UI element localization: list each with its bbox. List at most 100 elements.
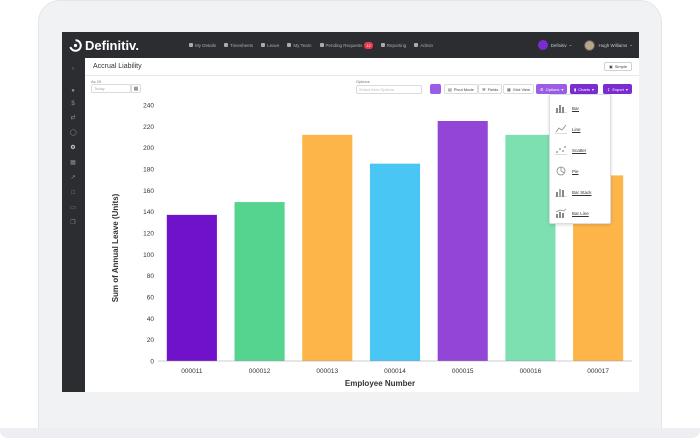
bar-stack-icon: [555, 189, 567, 197]
calendar-icon[interactable]: ▦: [131, 84, 141, 93]
bar-000016[interactable]: [505, 134, 556, 361]
nav-item-reporting[interactable]: Reporting: [380, 42, 407, 48]
x-tick-label: 000011: [181, 368, 203, 375]
user-name: Hugh Williams: [598, 42, 628, 48]
y-tick-label: 120: [143, 231, 154, 238]
grid-label: Grid View: [512, 86, 531, 92]
gear-icon: ⚙: [540, 86, 544, 92]
bar-000012[interactable]: [234, 202, 285, 361]
y-tick-label: 240: [143, 103, 154, 110]
copy-icon[interactable]: ❐: [70, 220, 76, 226]
y-tick-label: 60: [147, 295, 155, 302]
options-button[interactable]: ⚙ Options ▾: [536, 84, 568, 94]
charts-button[interactable]: ▮ Charts ▾: [570, 84, 598, 94]
nav-item-leave[interactable]: Leave: [261, 43, 279, 48]
nav-item-my-team[interactable]: My Team: [287, 42, 312, 48]
grid-icon[interactable]: ▦: [70, 160, 76, 166]
person-icon[interactable]: ●: [71, 88, 75, 94]
simple-view-button[interactable]: ▣ Simple: [603, 62, 632, 71]
chart-option-pie[interactable]: Pie: [555, 164, 579, 178]
tenant-logo: [537, 40, 548, 50]
as-of-label: As Of: [91, 79, 102, 84]
transfer-icon[interactable]: ⇄: [70, 115, 76, 121]
options-select[interactable]: Select Item Options: [356, 85, 422, 94]
fields-button[interactable]: ⚒ Fields: [478, 84, 503, 94]
avatar: [584, 39, 596, 51]
bar-chart-icon: [555, 105, 567, 113]
x-tick-label: 000013: [316, 368, 338, 375]
nav-item-timesheets[interactable]: Timesheets: [224, 43, 253, 48]
tenant-switcher[interactable]: Definitiv ⌄: [537, 40, 573, 50]
chevron-down-icon: ▾: [561, 86, 564, 92]
nav-label: My Team: [293, 42, 312, 48]
tenant-name: Definitiv: [550, 42, 567, 48]
chevron-down-icon: ⌄: [568, 42, 573, 47]
y-tick-label: 200: [143, 145, 154, 152]
top-navigation-bar: Definitiv. My Details Timesheets Leave M…: [62, 32, 639, 58]
x-axis-label: Employee Number: [345, 379, 415, 388]
bar-000015[interactable]: [437, 121, 488, 361]
brand-logo[interactable]: Definitiv.: [69, 37, 139, 53]
nav-label: Reporting: [386, 42, 407, 48]
charts-label: Charts: [578, 86, 590, 92]
x-tick-label: 000014: [384, 368, 406, 375]
y-tick-label: 40: [147, 316, 155, 323]
bar-000011[interactable]: [166, 214, 217, 361]
x-tick-label: 000015: [452, 368, 474, 375]
gear-icon[interactable]: ⚙: [70, 145, 76, 151]
chart-option-bar-line[interactable]: Bar Line: [555, 206, 589, 220]
bar-000014[interactable]: [369, 163, 421, 361]
chevron-down-icon: ⌄: [629, 42, 633, 47]
nav-label: Timesheets: [230, 42, 254, 48]
main-nav: My Details Timesheets Leave My Team Pend…: [189, 32, 441, 58]
nav-item-admin[interactable]: Admin: [414, 43, 433, 48]
y-tick-label: 100: [143, 252, 154, 259]
chart-option-label: Bar: [572, 105, 580, 111]
y-tick-label: 140: [143, 209, 154, 216]
topbar-right: Definitiv ⌄ Hugh Williams ⌄: [537, 32, 633, 58]
options-button-label: Options: [545, 86, 560, 92]
export-label: Export: [612, 86, 624, 92]
expand-chevron-icon[interactable]: ›: [72, 66, 74, 72]
globe-icon[interactable]: ◯: [70, 130, 77, 136]
export-button[interactable]: ↧ Export ▾: [603, 84, 632, 94]
chevron-down-icon: ▾: [591, 86, 594, 92]
simple-label: Simple: [614, 64, 627, 69]
pivot-mode-button[interactable]: ▤ Pivot Mode: [444, 84, 478, 94]
y-tick-label: 0: [150, 359, 154, 366]
monitor-icon: ▣: [608, 64, 613, 69]
grid-view-button[interactable]: ▦ Grid View: [503, 84, 535, 94]
y-axis-label: Sum of Annual Leave (Units): [111, 193, 120, 302]
as-of-input[interactable]: Today: [91, 84, 131, 93]
user-menu[interactable]: Hugh Williams ⌄: [584, 39, 633, 51]
dollar-icon[interactable]: $: [71, 101, 75, 107]
x-tick-label: 000012: [249, 368, 271, 375]
person-icon: [189, 43, 193, 47]
brand-name: Definitiv.: [85, 37, 139, 53]
chart-option-bar-stack[interactable]: Bar Stack: [555, 185, 592, 199]
nav-label: Leave: [267, 42, 280, 48]
laptop-base: [0, 428, 700, 438]
nav-label: Admin: [420, 42, 434, 48]
chart-option-bar[interactable]: Bar: [555, 101, 579, 115]
chart-option-line[interactable]: Line: [555, 122, 581, 136]
chart-option-scatter[interactable]: Scatter: [555, 143, 586, 157]
pivot-label: Pivot Mode: [453, 86, 474, 92]
charts-dropdown-menu: Bar Line Scatter Pie Bar Stack Bar Line: [549, 94, 611, 224]
trend-icon[interactable]: ↗: [70, 175, 76, 181]
sidebar: › ● $ ⇄ ◯ ⚙ ▦ ↗ □ ▭ ❐: [62, 58, 85, 392]
document-icon[interactable]: □: [71, 190, 75, 196]
nav-item-my-details[interactable]: My Details: [189, 43, 216, 48]
bar-chart-icon: ▮: [574, 86, 577, 92]
bar-000013[interactable]: [302, 134, 353, 361]
folder-icon[interactable]: ▭: [70, 205, 76, 211]
pivot-icon: ▤: [448, 86, 452, 92]
page-header: Accrual Liability ▣ Simple: [85, 58, 639, 76]
chart-option-label: Pie: [572, 168, 579, 174]
wrench-icon: ⚒: [482, 86, 486, 92]
chevron-down-icon: ▾: [625, 86, 628, 92]
nav-item-pending-requests[interactable]: Pending Requests 12: [319, 41, 373, 49]
options-label: Options: [356, 79, 370, 84]
download-icon: ↧: [607, 86, 611, 92]
apply-button[interactable]: [430, 84, 441, 94]
